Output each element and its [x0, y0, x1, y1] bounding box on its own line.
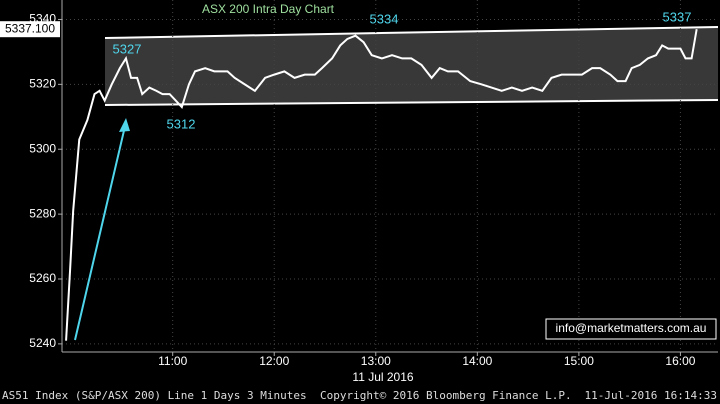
trend-arrow: [74, 121, 127, 341]
x-axis-label: 11 Jul 2016: [352, 370, 413, 384]
y-tick-label: 5320: [29, 77, 56, 91]
annotation: 5327: [113, 41, 142, 56]
x-tick-label: 11:00: [158, 354, 187, 368]
y-tick-label: 5280: [29, 206, 56, 220]
footer-timestamp: 11-Jul-2016 16:14:33: [585, 389, 717, 402]
watermark: info@marketmatters.com.au: [556, 321, 707, 335]
last-value-box: [0, 21, 60, 38]
trend-arrow-head: [119, 118, 130, 132]
channel-top: [104, 26, 719, 39]
channel: [105, 27, 718, 105]
watermark-box: [545, 318, 717, 340]
footer-security: AS51 Index (S&P/ASX 200) Line 1 Days 3 M…: [2, 389, 307, 402]
x-tick-label: 15:00: [564, 354, 594, 368]
x-tick-label: 14:00: [462, 354, 492, 368]
last-value-label: 5337.100: [5, 21, 55, 35]
annotation: 5337: [663, 9, 692, 24]
x-tick-label: 12:00: [259, 354, 289, 368]
x-tick-label: 13:00: [361, 354, 391, 368]
y-tick-label: 5260: [29, 271, 56, 285]
channel-bottom: [104, 99, 719, 106]
annotation: 5334: [370, 11, 399, 26]
annotation: 5312: [167, 116, 196, 131]
y-tick-label: 5240: [29, 336, 56, 350]
y-tick-label: 5300: [29, 141, 56, 155]
chart-title: ASX 200 Intra Day Chart: [202, 2, 335, 16]
x-tick-label: 16:00: [665, 354, 695, 368]
price-line: [65, 29, 698, 341]
grid: [62, 0, 718, 352]
footer-copyright: Copyright© 2016 Bloomberg Finance L.P.: [320, 389, 572, 402]
